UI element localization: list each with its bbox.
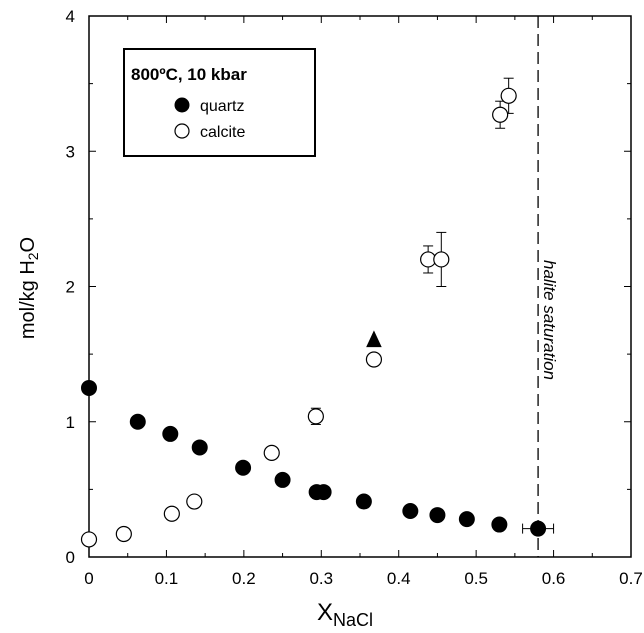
x-tick-label: 0 — [84, 569, 93, 588]
y-axis-title: mol/kg H2O — [17, 237, 41, 339]
x-tick-label: 0.5 — [464, 569, 488, 588]
quartz-point — [81, 379, 97, 396]
y-tick-label: 3 — [66, 142, 75, 161]
calcite-point — [115, 525, 132, 543]
calcite-point — [307, 408, 324, 425]
legend-title: 800ºC, 10 kbar — [131, 65, 247, 84]
x-tick-label: 0.2 — [232, 569, 256, 588]
legend-label-calcite: calcite — [200, 124, 245, 141]
quartz-point — [162, 425, 179, 442]
legend-box — [123, 48, 316, 157]
x-tick-label: 0.3 — [309, 569, 333, 588]
legend: 800ºC, 10 kbar quartz calcite — [123, 48, 316, 157]
calcite-point — [492, 106, 509, 123]
x-tick-label: 0.6 — [542, 569, 566, 588]
quartz-point — [429, 507, 446, 524]
error-bars — [310, 77, 555, 534]
quartz-point — [402, 503, 419, 520]
quartz-point — [491, 516, 508, 533]
x-tick-label: 0.4 — [387, 569, 411, 588]
reference-lines: halite saturation — [537, 16, 559, 557]
y-tick-label: 4 — [66, 7, 75, 26]
triangle-marker — [366, 330, 382, 348]
quartz-point — [129, 413, 146, 430]
quartz-point — [274, 471, 291, 488]
axis-ticks: 0 0.1 0.2 0.3 0.4 0.5 0.6 0.7 0 1 2 3 4 — [66, 7, 643, 588]
x-tick-label: 0.7 — [619, 569, 643, 588]
legend-label-quartz: quartz — [200, 98, 244, 115]
calcite-point — [500, 87, 517, 104]
halite-saturation-label: halite saturation — [540, 260, 559, 380]
calcite-point — [186, 493, 203, 510]
x-axis-title: XNaCl — [317, 599, 373, 630]
y-tick-label: 2 — [66, 278, 75, 297]
y-tick-label: 1 — [66, 413, 75, 432]
data-points — [80, 87, 547, 548]
calcite-point — [433, 251, 450, 268]
quartz-point — [530, 520, 547, 537]
calcite-point — [163, 505, 180, 522]
quartz-point — [458, 511, 475, 528]
x-tick-label: 0.1 — [155, 569, 179, 588]
legend-marker-calcite — [174, 123, 190, 139]
quartz-point — [191, 439, 208, 456]
legend-marker-quartz — [174, 97, 190, 113]
quartz-point — [355, 493, 372, 510]
y-tick-label: 0 — [66, 548, 75, 567]
quartz-point — [235, 459, 252, 476]
calcite-point — [263, 444, 280, 461]
calcite-point — [365, 351, 383, 368]
quartz-point — [315, 484, 332, 501]
calcite-point — [80, 531, 98, 548]
